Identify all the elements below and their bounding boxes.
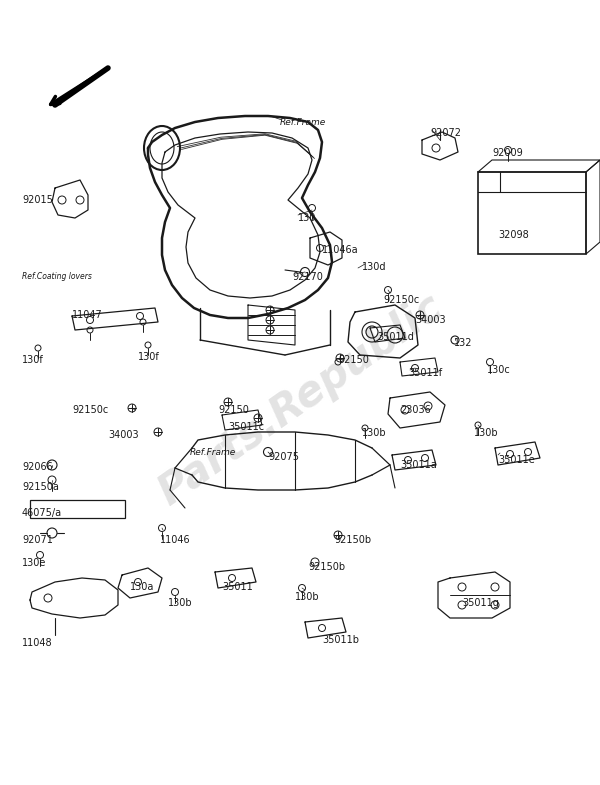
Text: 130: 130 (298, 213, 316, 223)
Text: 32098: 32098 (498, 230, 529, 240)
Text: 92066: 92066 (22, 462, 53, 472)
Text: 130f: 130f (138, 352, 160, 362)
Text: 92150: 92150 (218, 405, 249, 415)
Text: 132: 132 (454, 338, 473, 348)
Text: 130b: 130b (295, 592, 320, 602)
Text: 35011d: 35011d (377, 332, 414, 342)
Text: 34003: 34003 (415, 315, 446, 325)
Text: 35011: 35011 (222, 582, 253, 592)
Text: 35011f: 35011f (408, 368, 442, 378)
Text: 92071: 92071 (22, 535, 53, 545)
Text: 92009: 92009 (492, 148, 523, 158)
Text: 11046a: 11046a (322, 245, 359, 255)
Text: 35011a: 35011a (400, 460, 437, 470)
Text: Ref.Frame: Ref.Frame (190, 448, 236, 457)
Text: 35011g: 35011g (462, 598, 499, 608)
Text: 92150: 92150 (338, 355, 369, 365)
Text: 130e: 130e (22, 558, 46, 568)
Text: 92075: 92075 (268, 452, 299, 462)
Text: Ref.Frame: Ref.Frame (280, 118, 326, 127)
Text: 130f: 130f (22, 355, 44, 365)
Text: 34003: 34003 (108, 430, 139, 440)
Text: Parts.Republic: Parts.Republic (150, 286, 450, 514)
Text: 130d: 130d (362, 262, 386, 272)
Bar (478, 172, 586, 254)
Text: 92150b: 92150b (334, 535, 371, 545)
Text: 92150a: 92150a (22, 482, 59, 492)
Text: 92150c: 92150c (383, 295, 419, 305)
Text: 130b: 130b (474, 428, 499, 438)
Text: Ref.Coating lovers: Ref.Coating lovers (22, 272, 92, 281)
Text: 35011c: 35011c (228, 422, 264, 432)
Text: 11046: 11046 (160, 535, 191, 545)
Text: 11048: 11048 (22, 638, 53, 648)
Text: 130b: 130b (362, 428, 386, 438)
Bar (30, 500, 125, 518)
Text: 92015: 92015 (22, 195, 53, 205)
Text: 46075/a: 46075/a (22, 508, 62, 518)
Text: 92150b: 92150b (308, 562, 345, 572)
Text: 35011b: 35011b (322, 635, 359, 645)
Text: 23036: 23036 (400, 405, 431, 415)
Text: 92170: 92170 (292, 272, 323, 282)
Text: 35011e: 35011e (498, 455, 535, 465)
Text: 11047: 11047 (72, 310, 103, 320)
Text: 92072: 92072 (430, 128, 461, 138)
Text: 130c: 130c (487, 365, 511, 375)
Text: 130a: 130a (130, 582, 154, 592)
Text: 130b: 130b (168, 598, 193, 608)
Text: 92150c: 92150c (72, 405, 108, 415)
